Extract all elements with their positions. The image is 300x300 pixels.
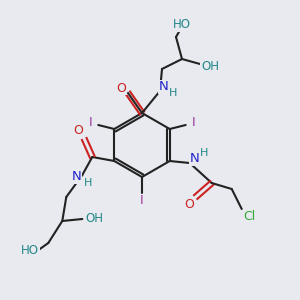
Text: O: O (116, 82, 126, 94)
Text: Cl: Cl (244, 211, 256, 224)
Text: OH: OH (85, 212, 103, 226)
Text: H: H (84, 178, 92, 188)
Text: HO: HO (21, 244, 39, 257)
Text: N: N (190, 152, 200, 166)
Text: H: H (200, 148, 208, 158)
Text: O: O (73, 124, 83, 137)
Text: I: I (192, 116, 196, 130)
Text: N: N (159, 80, 169, 94)
Text: H: H (169, 88, 177, 98)
Text: O: O (184, 197, 194, 211)
Text: HO: HO (173, 19, 191, 32)
Text: N: N (71, 170, 81, 184)
Text: I: I (88, 116, 92, 130)
Text: I: I (140, 194, 144, 208)
Text: OH: OH (201, 61, 219, 74)
